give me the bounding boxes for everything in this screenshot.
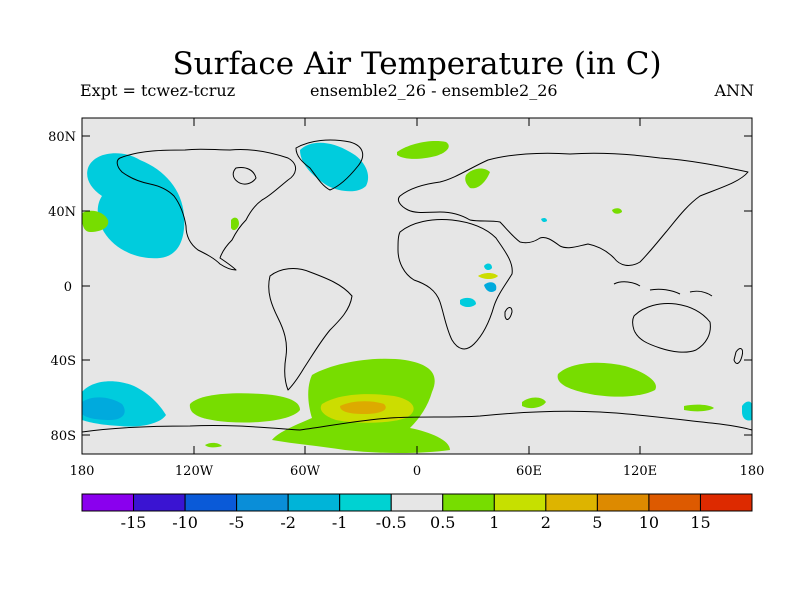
contour-africa-neg-2 xyxy=(484,282,497,293)
lon-ticks xyxy=(193,118,641,454)
map-title: Surface Air Temperature (in C) xyxy=(172,46,662,82)
contour-southern-indian-pos-2 xyxy=(557,362,656,397)
contour-atlantic-pos xyxy=(231,217,239,231)
colorbar-label: 10 xyxy=(639,513,659,532)
lon-label-0: 0 xyxy=(413,464,421,479)
colorbar-swatch xyxy=(390,493,444,512)
colorbar-swatch xyxy=(493,493,547,512)
coastline-north-america xyxy=(116,148,296,271)
lat-label-80n: 80N xyxy=(48,130,76,145)
lat-ticks xyxy=(82,135,752,436)
colorbar-label: 15 xyxy=(690,513,710,532)
contour-arctic-pos xyxy=(397,141,449,159)
lon-label-120w: 120W xyxy=(175,464,214,479)
lon-label-180w: 180 xyxy=(70,464,95,479)
contour-indian-neg xyxy=(541,217,547,223)
colorbar-swatch xyxy=(442,493,495,512)
lat-labels: 80N 40N 0 40S 80S xyxy=(48,130,76,444)
colorbar-swatch xyxy=(287,493,341,512)
contour-greenland-neg xyxy=(300,142,369,192)
lon-label-120e: 120E xyxy=(623,464,657,479)
lat-label-80s: 80S xyxy=(51,429,76,444)
contour-scandinavia-pos xyxy=(465,168,490,189)
contour-africa-pos xyxy=(478,273,498,279)
colorbar-swatch xyxy=(81,493,135,512)
coastline-south-america xyxy=(268,268,353,391)
contour-africa-neg-3 xyxy=(460,297,476,307)
contour-pacific-green xyxy=(82,210,109,232)
coastline-africa xyxy=(397,219,513,350)
temperature-anomaly-contours xyxy=(82,141,752,453)
colorbar: -15 -10 -5 -2 -1 -0.5 0.5 1 2 5 10 15 xyxy=(81,493,753,532)
colorbar-swatch xyxy=(236,493,289,512)
lon-label-60e: 60E xyxy=(516,464,542,479)
colorbar-label: -5 xyxy=(229,513,245,532)
colorbar-label: -10 xyxy=(172,513,198,532)
contour-south-pacific-neg-core xyxy=(82,397,125,420)
colorbar-label: 0.5 xyxy=(430,513,455,532)
coastline-greenland xyxy=(295,139,364,191)
coastline-madagascar xyxy=(504,307,513,320)
lon-label-60w: 60W xyxy=(290,464,321,479)
contour-asia-pos xyxy=(612,208,622,214)
colorbar-swatch xyxy=(545,493,598,512)
colorbar-label: 5 xyxy=(592,513,602,532)
contour-southern-ocean-pos-west xyxy=(189,393,300,423)
colorbar-swatch xyxy=(699,493,753,512)
colorbar-swatch xyxy=(596,493,650,512)
coastline-indonesia xyxy=(613,281,713,297)
colorbar-label: -2 xyxy=(280,513,296,532)
colorbar-label: 2 xyxy=(541,513,551,532)
coastline-antarctica xyxy=(81,410,753,433)
colorbar-swatch xyxy=(339,493,392,512)
coastline-australia xyxy=(632,303,711,353)
lon-label-180e: 180 xyxy=(740,464,765,479)
ensemble-label: ensemble2_26 - ensemble2_26 xyxy=(310,81,558,100)
coastline-new-zealand xyxy=(733,348,743,364)
coastline-hudson-bay xyxy=(232,167,257,185)
lon-labels: 180 120W 60W 0 60E 120E 180 xyxy=(70,464,765,479)
colorbar-label: 1 xyxy=(489,513,499,532)
contour-north-pacific-neg xyxy=(87,153,185,259)
coastline-eurasia xyxy=(397,152,749,266)
colorbar-label: -15 xyxy=(121,513,147,532)
contour-south-atlantic-pos-core xyxy=(340,401,386,414)
contour-southern-indian-pos-1 xyxy=(522,397,546,409)
coastlines xyxy=(81,139,753,433)
colorbar-label: -0.5 xyxy=(376,513,407,532)
colorbar-swatch xyxy=(648,493,701,512)
contour-southern-pacific-neg-east xyxy=(742,401,752,421)
colorbar-swatch xyxy=(184,493,238,512)
lat-label-40s: 40S xyxy=(51,354,76,369)
colorbar-swatch xyxy=(133,493,186,512)
contour-antarctic-pos xyxy=(205,442,222,448)
contour-southern-pacific-pos-east xyxy=(684,404,714,412)
contour-africa-neg-1 xyxy=(484,263,492,271)
colorbar-label: -1 xyxy=(332,513,348,532)
experiment-label: Expt = tcwez-tcruz xyxy=(80,81,236,100)
period-label: ANN xyxy=(714,81,754,100)
lat-label-0: 0 xyxy=(64,280,72,295)
lat-label-40n: 40N xyxy=(48,205,76,220)
